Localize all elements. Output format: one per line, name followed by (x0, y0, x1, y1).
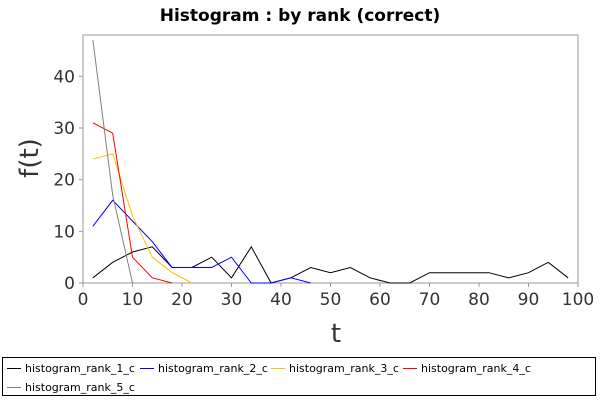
x-axis-label: t (331, 319, 341, 349)
x-tick-label: 0 (78, 290, 89, 310)
plot-area (82, 34, 579, 284)
x-tick-label: 60 (369, 290, 391, 310)
legend-label: histogram_rank_3_c (289, 361, 399, 375)
x-tick-label: 50 (320, 290, 342, 310)
legend-item-1: histogram_rank_1_c (7, 360, 135, 376)
legend-label: histogram_rank_5_c (25, 380, 135, 394)
x-tick-label: 80 (468, 290, 490, 310)
x-tick-label: 40 (270, 290, 292, 310)
x-tick-label: 30 (221, 290, 243, 310)
legend-swatch (7, 367, 21, 369)
x-tick-label: 70 (419, 290, 441, 310)
y-tick-label: 30 (53, 119, 75, 139)
legend-swatch (403, 367, 417, 369)
legend-item-2: histogram_rank_2_c (140, 360, 268, 376)
series-layer (92, 40, 569, 284)
y-tick-label: 40 (53, 67, 75, 87)
y-tick-label: 10 (53, 222, 75, 242)
legend-item-4: histogram_rank_4_c (403, 360, 531, 376)
y-axis-label: f(t) (15, 138, 45, 178)
x-tick-label: 90 (518, 290, 540, 310)
chart-title: Histogram : by rank (correct) (160, 6, 441, 26)
legend-swatch (271, 367, 285, 369)
legend-item-3: histogram_rank_3_c (271, 360, 399, 376)
series-line-1 (92, 245, 569, 284)
legend-item-5: histogram_rank_5_c (7, 379, 135, 395)
legend-swatch (140, 367, 154, 369)
x-tick-label: 10 (122, 290, 144, 310)
y-tick-label: 20 (53, 171, 75, 191)
x-tick-label: 100 (562, 290, 594, 310)
series-line-5 (92, 40, 133, 284)
series-line-2 (92, 199, 311, 284)
legend-label: histogram_rank_4_c (421, 361, 531, 375)
series-line-3 (92, 153, 193, 284)
legend-label: histogram_rank_2_c (158, 361, 268, 375)
legend-swatch (7, 386, 21, 388)
legend-label: histogram_rank_1_c (25, 361, 135, 375)
axes: 0 10 20 30 40 50 60 70 80 90 100 0 10 20 30 40 (53, 34, 594, 310)
chart: Histogram : by rank (correct) 0 10 20 30 40 5… (15, 6, 594, 349)
x-tick-label: 20 (171, 290, 193, 310)
series-line-4 (92, 122, 173, 284)
legend: histogram_rank_1_c histogram_rank_2_c hist… (2, 357, 596, 396)
y-tick-label: 0 (64, 274, 75, 294)
